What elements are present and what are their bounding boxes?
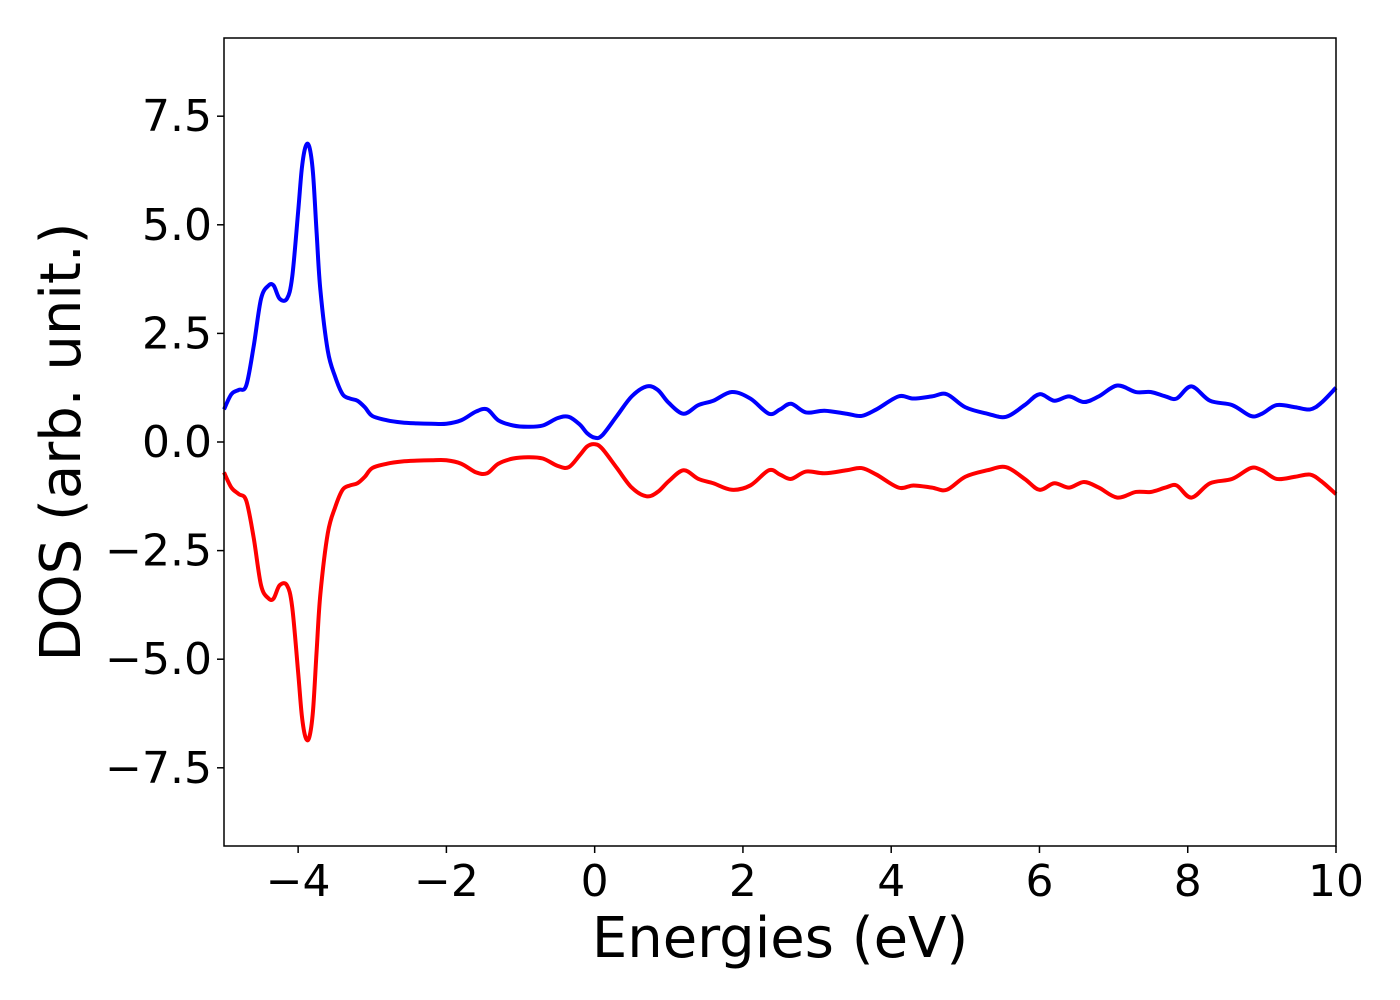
y-tick-label: 5.0 [142,200,212,251]
x-tick-label: 8 [1174,856,1202,907]
dos-series-spin-up-line [222,141,1338,441]
y-tick-label: −5.0 [105,634,212,685]
y-tick-label: 2.5 [142,308,212,359]
x-tick-label: −2 [414,856,479,907]
x-tick-label: 0 [581,856,609,907]
x-axis-ticks: −4 −2 0 2 4 6 8 10 [266,846,1364,907]
y-tick-label: −2.5 [105,526,212,577]
x-tick-label: 2 [729,856,757,907]
x-axis-label: Energies (eV) [592,906,968,971]
x-tick-label: 4 [877,856,905,907]
y-tick-label: 7.5 [142,91,212,142]
dos-series-spin-down-line [222,442,1338,743]
x-tick-label: 6 [1025,856,1053,907]
series-layer [222,141,1338,743]
y-tick-label: −7.5 [105,743,212,794]
x-tick-label: 10 [1308,856,1364,907]
plot-frame [223,37,1337,847]
y-axis-label: DOS (arb. unit.) [29,222,94,661]
y-axis-ticks: −7.5 −5.0 −2.5 0.0 2.5 5.0 7.5 [105,91,224,794]
x-tick-label: −4 [266,856,331,907]
y-tick-label: 0.0 [142,417,212,468]
